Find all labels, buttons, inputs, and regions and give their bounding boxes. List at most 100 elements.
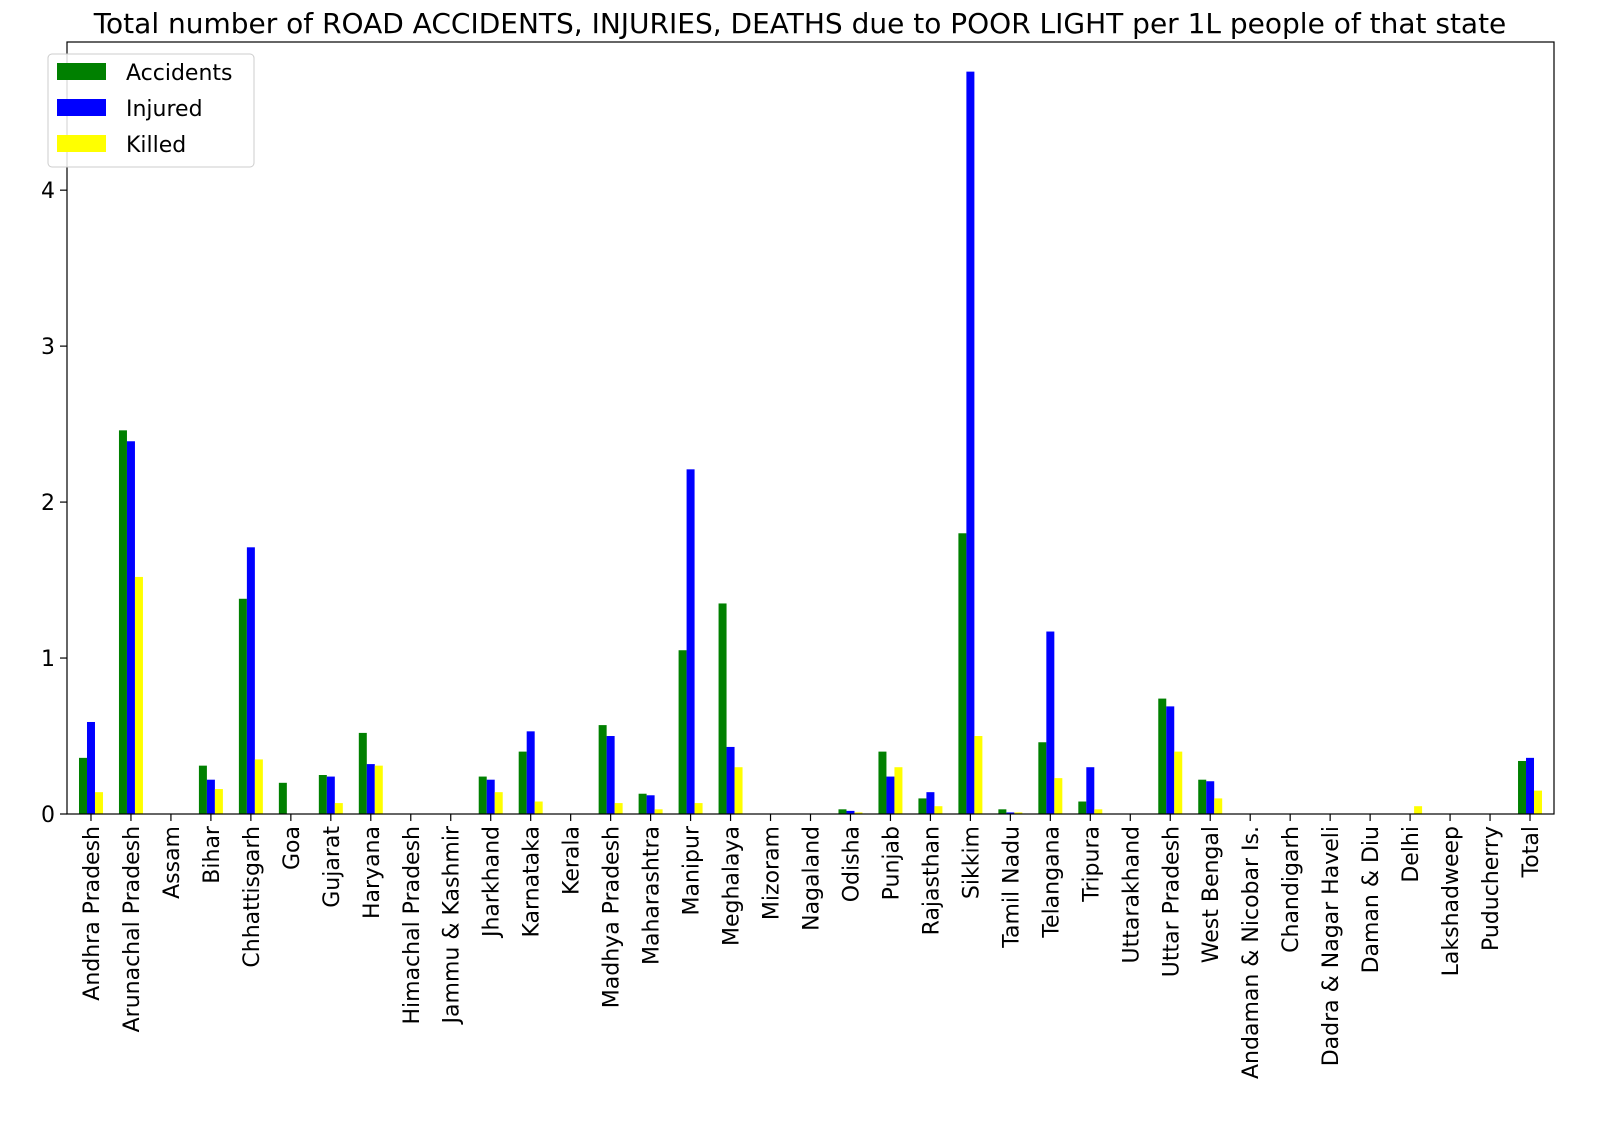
bar bbox=[1166, 706, 1175, 814]
x-tick-label: Kerala bbox=[560, 826, 585, 895]
legend-label: Injured bbox=[126, 97, 203, 122]
bar bbox=[718, 603, 727, 814]
bar bbox=[86, 721, 95, 814]
bar bbox=[486, 779, 495, 814]
bar bbox=[694, 803, 703, 814]
bar bbox=[1526, 757, 1535, 814]
bar bbox=[1414, 806, 1423, 814]
x-tick-label: Madhya Pradesh bbox=[600, 826, 625, 1008]
x-tick-label: Sikkim bbox=[959, 826, 984, 899]
series-accidents bbox=[78, 430, 1527, 814]
bars-layer bbox=[78, 71, 1543, 814]
x-tick-label: Jammu & Kashmir bbox=[440, 825, 465, 1025]
bar bbox=[1078, 801, 1087, 814]
bar bbox=[926, 792, 935, 814]
plot-frame bbox=[66, 41, 1555, 815]
x-tick-label: Andhra Pradesh bbox=[80, 826, 105, 1001]
bar bbox=[934, 806, 943, 814]
x-tick-label: Uttarakhand bbox=[1119, 826, 1144, 963]
bar bbox=[534, 801, 543, 814]
x-tick-label: West Bengal bbox=[1199, 826, 1224, 963]
bar bbox=[214, 789, 223, 814]
bar bbox=[734, 767, 743, 814]
bar bbox=[198, 765, 207, 814]
bar bbox=[1046, 631, 1055, 814]
x-tick-label: Total bbox=[1519, 826, 1544, 878]
bar bbox=[974, 736, 983, 814]
bar bbox=[238, 598, 247, 814]
y-tick-label: 0 bbox=[41, 803, 55, 828]
bar bbox=[126, 441, 135, 814]
bar bbox=[374, 765, 383, 814]
y-tick-label: 2 bbox=[41, 491, 55, 516]
x-axis: Andhra Pradesh Arunachal Pradesh Assam Biha… bbox=[80, 814, 1544, 1079]
chart-title: Total number of ROAD ACCIDENTS, INJURIES… bbox=[93, 7, 1507, 40]
bar bbox=[334, 803, 343, 814]
x-tick-label: Haryana bbox=[360, 826, 385, 919]
bar bbox=[318, 775, 327, 814]
x-tick-label: Arunachal Pradesh bbox=[120, 826, 145, 1032]
legend-swatch bbox=[57, 135, 106, 152]
bar bbox=[278, 782, 287, 814]
x-tick-label: Chhattisgarh bbox=[240, 826, 265, 968]
bar bbox=[958, 533, 967, 814]
x-tick-label: Himachal Pradesh bbox=[400, 826, 425, 1025]
bar bbox=[878, 751, 887, 814]
bar bbox=[94, 792, 103, 814]
bar bbox=[854, 812, 863, 814]
x-tick-label: Chandigarh bbox=[1279, 826, 1304, 953]
x-tick-label: Delhi bbox=[1399, 826, 1424, 883]
bar bbox=[1214, 798, 1223, 814]
x-tick-label: Uttar Pradesh bbox=[1159, 826, 1184, 977]
bar bbox=[918, 798, 927, 814]
bar bbox=[1206, 781, 1215, 814]
x-tick-label: Gujarat bbox=[320, 826, 345, 908]
x-tick-label: Jharkhand bbox=[480, 826, 505, 939]
bar bbox=[646, 795, 655, 814]
bar bbox=[998, 809, 1007, 814]
bar bbox=[1198, 779, 1207, 814]
bar bbox=[478, 776, 487, 814]
bar bbox=[518, 751, 527, 814]
bar bbox=[1158, 698, 1167, 814]
x-tick-label: Nagaland bbox=[800, 826, 825, 931]
bar bbox=[1534, 790, 1543, 814]
x-tick-label: Rajasthan bbox=[919, 826, 944, 935]
bar bbox=[1086, 767, 1095, 814]
bar bbox=[966, 71, 975, 814]
bar bbox=[654, 809, 663, 814]
series-killed bbox=[94, 576, 1543, 814]
y-tick-label: 4 bbox=[41, 179, 55, 204]
x-tick-label: Punjab bbox=[879, 826, 904, 900]
bar bbox=[1038, 742, 1047, 814]
bar bbox=[206, 779, 215, 814]
x-tick-label: Daman & Diu bbox=[1359, 826, 1384, 973]
bar bbox=[686, 469, 695, 814]
x-tick-label: Odisha bbox=[839, 826, 864, 902]
x-tick-label: Goa bbox=[280, 826, 305, 870]
x-tick-label: Meghalaya bbox=[720, 826, 745, 946]
y-axis: 0 1 2 3 4 bbox=[41, 179, 67, 828]
y-tick-label: 3 bbox=[41, 335, 55, 360]
x-tick-label: Bihar bbox=[200, 825, 225, 884]
bar bbox=[614, 803, 623, 814]
legend-swatch bbox=[57, 99, 106, 116]
bar bbox=[678, 650, 687, 814]
x-tick-label: Maharashtra bbox=[640, 826, 665, 965]
bar bbox=[846, 810, 855, 814]
bar bbox=[1006, 812, 1015, 814]
bar bbox=[598, 725, 607, 814]
bar bbox=[526, 731, 535, 814]
series-injured bbox=[86, 71, 1535, 814]
x-tick-label: Karnataka bbox=[520, 826, 545, 938]
bar bbox=[254, 759, 263, 814]
bar bbox=[78, 757, 87, 814]
bar bbox=[726, 746, 735, 814]
bar bbox=[606, 736, 615, 814]
bar bbox=[1054, 778, 1063, 814]
x-tick-label: Lakshadweep bbox=[1439, 826, 1464, 976]
legend-label: Accidents bbox=[126, 61, 233, 86]
bar bbox=[1518, 760, 1527, 814]
